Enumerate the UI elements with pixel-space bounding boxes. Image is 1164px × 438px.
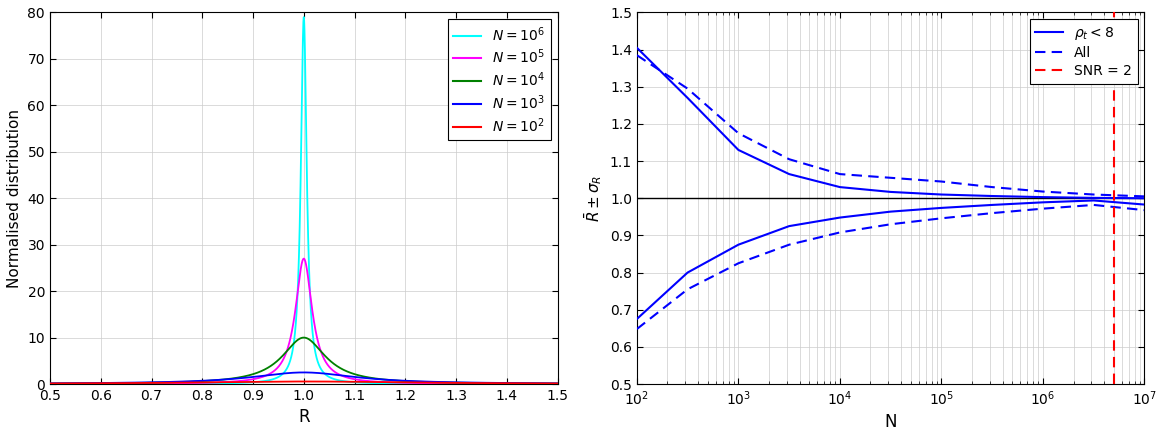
X-axis label: N: N (885, 413, 897, 431)
Y-axis label: $\bar{R} \pm \sigma_R$: $\bar{R} \pm \sigma_R$ (582, 175, 604, 222)
Legend: $N = 10^6$, $N = 10^5$, $N = 10^4$, $N = 10^3$, $N = 10^2$: $N = 10^6$, $N = 10^5$, $N = 10^4$, $N =… (448, 19, 551, 140)
X-axis label: R: R (298, 409, 310, 427)
Y-axis label: Normalised distribution: Normalised distribution (7, 109, 22, 288)
Legend: $\rho_t < 8$, All, SNR = 2: $\rho_t < 8$, All, SNR = 2 (1030, 19, 1137, 84)
